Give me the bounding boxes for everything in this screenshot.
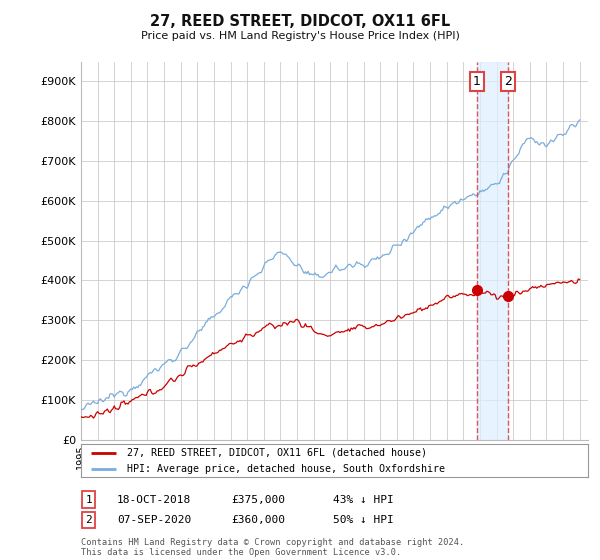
Text: Contains HM Land Registry data © Crown copyright and database right 2024.
This d: Contains HM Land Registry data © Crown c… (81, 538, 464, 557)
Text: 1: 1 (85, 494, 92, 505)
Text: HPI: Average price, detached house, South Oxfordshire: HPI: Average price, detached house, Sout… (127, 464, 445, 474)
Text: 43% ↓ HPI: 43% ↓ HPI (333, 494, 394, 505)
Text: 07-SEP-2020: 07-SEP-2020 (117, 515, 191, 525)
Text: £375,000: £375,000 (231, 494, 285, 505)
Text: 18-OCT-2018: 18-OCT-2018 (117, 494, 191, 505)
Text: 27, REED STREET, DIDCOT, OX11 6FL: 27, REED STREET, DIDCOT, OX11 6FL (150, 14, 450, 29)
Text: Price paid vs. HM Land Registry's House Price Index (HPI): Price paid vs. HM Land Registry's House … (140, 31, 460, 41)
Text: 50% ↓ HPI: 50% ↓ HPI (333, 515, 394, 525)
Text: 1: 1 (473, 75, 481, 88)
Text: 2: 2 (504, 75, 512, 88)
Text: 2: 2 (85, 515, 92, 525)
Bar (476, 62, 508, 440)
Text: 27, REED STREET, DIDCOT, OX11 6FL (detached house): 27, REED STREET, DIDCOT, OX11 6FL (detac… (127, 447, 427, 458)
Text: £360,000: £360,000 (231, 515, 285, 525)
